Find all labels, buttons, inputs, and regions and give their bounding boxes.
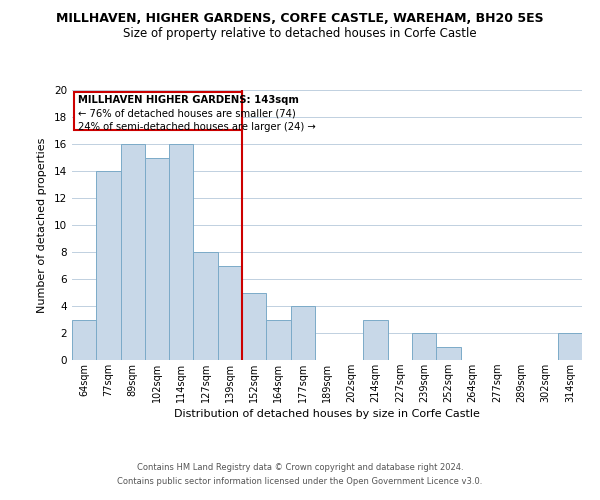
Text: Size of property relative to detached houses in Corfe Castle: Size of property relative to detached ho… (123, 28, 477, 40)
Bar (96, 171, 121, 360)
Bar (74, 92, 242, 130)
Bar (558, 333, 582, 360)
Bar (145, 158, 169, 360)
Text: MILLHAVEN, HIGHER GARDENS, CORFE CASTLE, WAREHAM, BH20 5ES: MILLHAVEN, HIGHER GARDENS, CORFE CASTLE,… (56, 12, 544, 26)
Text: Contains public sector information licensed under the Open Government Licence v3: Contains public sector information licen… (118, 477, 482, 486)
Text: Contains HM Land Registry data © Crown copyright and database right 2024.: Contains HM Land Registry data © Crown c… (137, 464, 463, 472)
Bar (72, 320, 96, 360)
Bar (364, 320, 388, 360)
Bar (121, 144, 145, 360)
Bar (266, 320, 290, 360)
Bar (436, 346, 461, 360)
Bar (169, 144, 193, 360)
Bar (218, 266, 242, 360)
Bar (290, 306, 315, 360)
Text: MILLHAVEN HIGHER GARDENS: 143sqm: MILLHAVEN HIGHER GARDENS: 143sqm (78, 96, 299, 106)
Text: 24% of semi-detached houses are larger (24) →: 24% of semi-detached houses are larger (… (78, 122, 316, 132)
Bar (242, 292, 266, 360)
Y-axis label: Number of detached properties: Number of detached properties (37, 138, 47, 312)
X-axis label: Distribution of detached houses by size in Corfe Castle: Distribution of detached houses by size … (174, 409, 480, 419)
Bar (412, 333, 436, 360)
Bar (193, 252, 218, 360)
Text: ← 76% of detached houses are smaller (74): ← 76% of detached houses are smaller (74… (78, 109, 296, 119)
